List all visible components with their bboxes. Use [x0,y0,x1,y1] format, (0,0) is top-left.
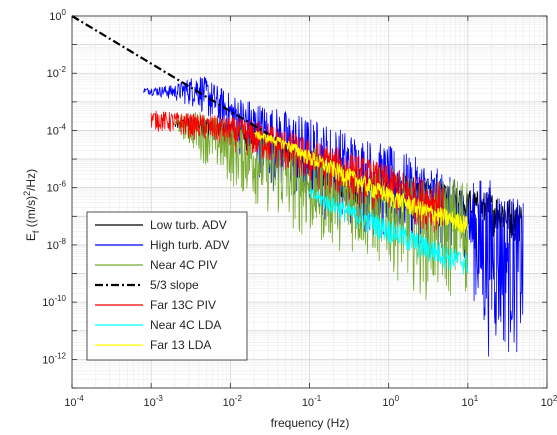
legend-label: Low turb. ADV [150,218,227,232]
y-axis-label-base: E [24,233,38,241]
y-tick-label: 100 [49,8,66,23]
legend-label: Near 4C PIV [150,258,217,272]
legend-entry: Near 4C PIV [95,258,217,272]
legend-label: Near 4C LDA [150,318,221,332]
x-tick-labels: 10-4 10-3 10-2 10-1 100 101 102 [64,394,557,409]
y-axis-label: Ef ((m/s)2/Hz) [22,169,41,241]
y-tick-label: 10-12 [42,351,66,366]
y-axis-label-exponent: 2 [22,191,32,196]
legend-entry: Near 4C LDA [95,318,221,332]
legend-label: High turb. ADV [150,238,229,252]
legend-entry: Far 13 LDA [95,338,211,352]
legend-entry: Far 13C PIV [95,298,216,312]
x-tick-label: 10-1 [302,394,322,409]
x-tick-label: 101 [461,394,478,409]
x-tick-label: 10-2 [223,394,243,409]
legend-entry: Low turb. ADV [95,218,227,232]
y-tick-label: 10-8 [47,237,67,252]
y-axis-label-subscript: f [31,230,41,233]
y-tick-labels: 100 10-2 10-4 10-6 10-8 10-10 10-12 [42,8,66,366]
legend-label: 5/3 slope [150,278,199,292]
axis-ticks [71,15,548,389]
series-layer [71,15,524,357]
x-axis-label: frequency (Hz) [271,416,350,430]
y-tick-label: 10-6 [47,180,67,195]
y-tick-label: 10-2 [47,65,67,80]
series-line [71,15,269,135]
y-axis-label-unit-end: /Hz) [24,169,38,191]
series-line [309,187,469,275]
x-tick-label: 102 [541,394,557,409]
legend-label: Far 13 LDA [150,338,211,352]
legend: Low turb. ADV High turb. ADV Near 4C PIV 5/… [86,211,248,361]
x-tick-label: 10-4 [64,394,84,409]
y-tick-label: 10-10 [42,294,66,309]
y-tick-label: 10-4 [47,122,67,137]
legend-entry: 5/3 slope [95,278,199,292]
x-tick-label: 100 [382,394,399,409]
y-axis-label-unit: ((m/s) [24,196,38,231]
x-tick-label: 10-3 [143,394,163,409]
legend-label: Far 13C PIV [150,298,216,312]
series-line [254,130,469,234]
legend-entry: High turb. ADV [95,238,229,252]
